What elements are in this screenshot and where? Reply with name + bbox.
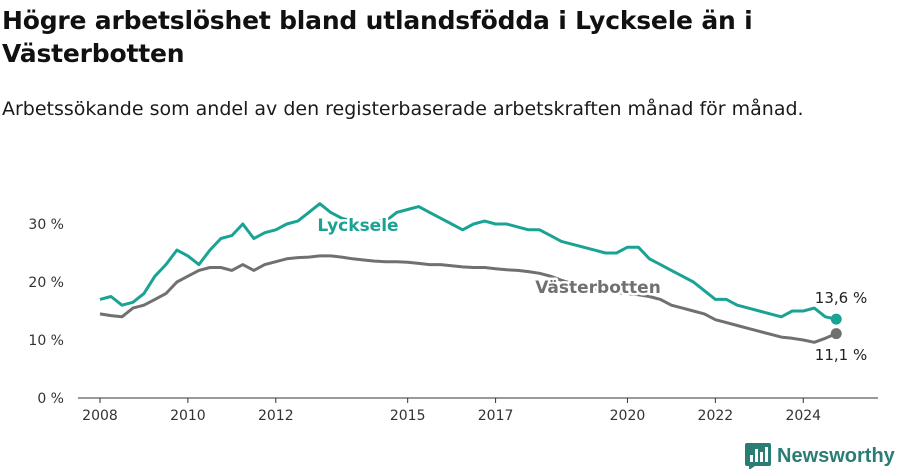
x-tick-label: 2022	[698, 408, 734, 424]
x-tick-label: 2008	[82, 408, 118, 424]
series-line-vasterbotten	[99, 254, 837, 344]
end-label-vasterbotten: 11,1 %	[815, 346, 867, 364]
label-layer: Lycksele Västerbotten 13,6 % 11,1 %	[315, 214, 869, 367]
brand-logo: Newsworthy	[745, 443, 895, 469]
series-layer	[99, 200, 842, 346]
series-halo-lycksele	[99, 200, 837, 323]
newsworthy-logo-icon	[745, 443, 771, 469]
x-tick-label: 2024	[785, 408, 821, 424]
x-tick-label: 2010	[170, 408, 206, 424]
end-point-lycksele	[830, 313, 842, 325]
series-line-lycksele	[99, 202, 837, 321]
x-tick-label: 2012	[258, 408, 294, 424]
y-tick-label: 0 %	[37, 391, 64, 407]
end-point-vasterbotten	[830, 328, 842, 340]
y-tick-label: 20 %	[28, 275, 64, 291]
y-tick-label: 10 %	[28, 333, 64, 349]
chart-title: Högre arbetslöshet bland utlandsfödda i …	[2, 6, 753, 68]
brand-name: Newsworthy	[777, 444, 895, 467]
chart-subtitle: Arbetssökande som andel av den registerb…	[2, 98, 804, 120]
x-tick-label: 2015	[390, 408, 426, 424]
series-label-vasterbotten: Västerbotten	[535, 278, 661, 298]
y-axis: 0 % 10 % 20 % 30 %	[28, 217, 64, 407]
x-tick-label: 2017	[478, 408, 514, 424]
end-label-lycksele: 13,6 %	[815, 289, 867, 307]
x-axis: 2008 2010 2012 2015 2017 2020 2022 2024	[78, 397, 878, 424]
x-tick-label: 2020	[610, 408, 646, 424]
y-tick-label: 30 %	[28, 217, 64, 233]
series-label-lycksele: Lycksele	[317, 216, 398, 236]
